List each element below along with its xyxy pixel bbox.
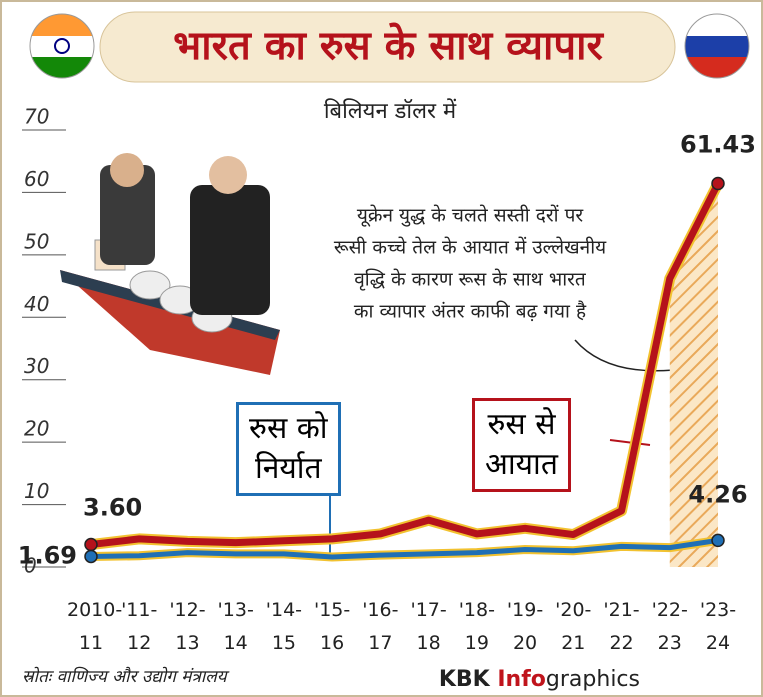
legend-import: रुस से आयात bbox=[472, 398, 571, 492]
annotation: यूक्रेन युद्ध के चलते सस्ती दरों पर bbox=[357, 204, 585, 228]
ship-illustration bbox=[60, 153, 280, 375]
x-tick-label: '11- 12 bbox=[115, 594, 163, 660]
value-label: 1.69 bbox=[18, 541, 77, 569]
brand: KBK Infographics bbox=[439, 667, 640, 692]
subtitle: बिलियन डॉलर में bbox=[324, 98, 457, 124]
x-tick-label: '14- 15 bbox=[260, 594, 308, 660]
y-tick-label: 30 bbox=[24, 354, 49, 378]
point bbox=[85, 550, 97, 562]
annotation: का व्यापार अंतर काफी बढ़ गया है bbox=[354, 300, 587, 323]
x-tick-label: '20- 21 bbox=[549, 594, 597, 660]
x-tick-label: '17- 18 bbox=[405, 594, 453, 660]
x-tick-label: '12- 13 bbox=[163, 594, 211, 660]
x-tick-label: '22- 23 bbox=[646, 594, 694, 660]
annotation: वृद्धि के कारण रूस के साथ भारत bbox=[354, 268, 587, 292]
chart-title: भारत का रुस के साथ व्यापार bbox=[173, 22, 604, 69]
russia-flag bbox=[685, 14, 749, 79]
point bbox=[712, 534, 724, 546]
x-tick-label: '23- 24 bbox=[694, 594, 742, 660]
chart: भारत का रुस के साथ व्यापार बिलियन डॉलर म… bbox=[0, 0, 763, 697]
x-tick-label: '13- 14 bbox=[212, 594, 260, 660]
y-tick-label: 70 bbox=[24, 105, 49, 129]
annotation: रूसी कच्चे तेल के आयात में उल्लेखनीय bbox=[334, 236, 607, 259]
legend-export: रुस को निर्यात bbox=[236, 402, 341, 496]
brand-highlight: Info bbox=[497, 667, 546, 692]
value-label: 3.60 bbox=[83, 494, 142, 522]
y-tick-label: 40 bbox=[24, 292, 49, 316]
x-tick-label: '16- 17 bbox=[356, 594, 404, 660]
point bbox=[712, 178, 724, 190]
brand-prefix: KBK bbox=[439, 667, 491, 692]
value-label: 4.26 bbox=[688, 480, 747, 508]
brand-suffix: graphics bbox=[546, 667, 640, 692]
value-label: 61.43 bbox=[680, 131, 756, 159]
x-tick-label: '19- 20 bbox=[501, 594, 549, 660]
y-tick-label: 10 bbox=[24, 479, 49, 503]
x-tick-label: 2010- 11 bbox=[67, 594, 115, 660]
y-tick-label: 60 bbox=[24, 167, 49, 191]
source: स्रोतः वाणिज्य और उद्योग मंत्रालय bbox=[22, 666, 230, 687]
y-tick-label: 50 bbox=[24, 229, 49, 253]
x-tick-label: '18- 19 bbox=[453, 594, 501, 660]
y-tick-label: 20 bbox=[24, 417, 49, 441]
india-flag bbox=[30, 14, 94, 79]
x-tick-label: '21- 22 bbox=[598, 594, 646, 660]
infographic: भारत का रुस के साथ व्यापार बिलियन डॉलर म… bbox=[0, 0, 763, 697]
point bbox=[85, 539, 97, 551]
x-tick-label: '15- 16 bbox=[308, 594, 356, 660]
